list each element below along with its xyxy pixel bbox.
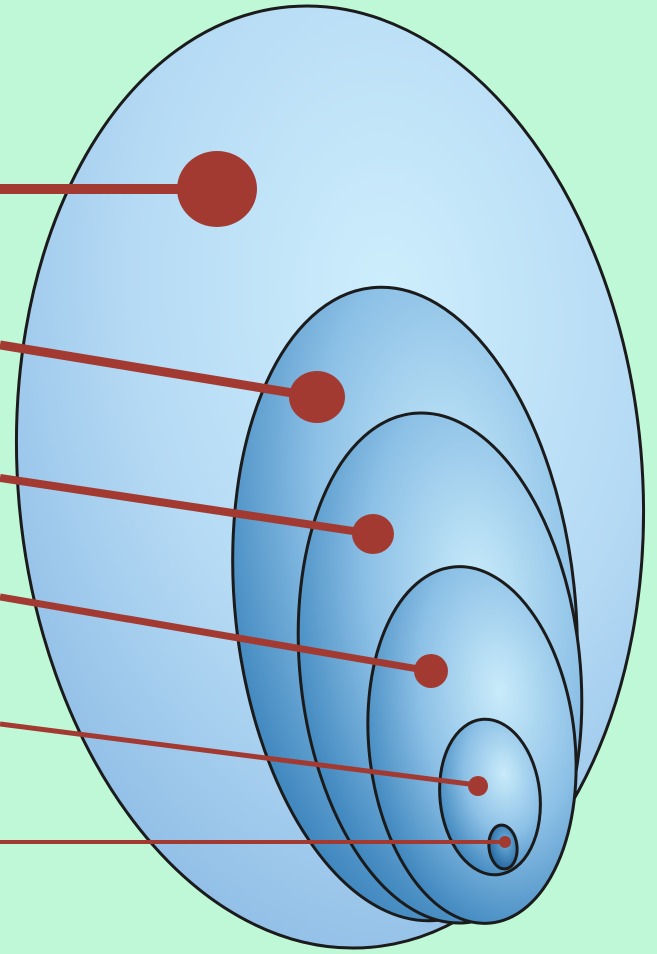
pointer-dot-4 [414,654,448,688]
pointer-6 [0,836,511,848]
pointer-1 [0,151,257,227]
pointer-2 [0,340,345,423]
pointer-dot-3 [352,514,394,554]
pointer-3 [0,474,394,554]
pointer-4 [0,593,448,688]
pointer-dot-1 [177,151,257,227]
pointer-5 [0,721,488,796]
pointer-dot-5 [468,776,488,796]
pointer-dot-2 [289,371,345,423]
pointer-dot-6 [499,836,511,848]
